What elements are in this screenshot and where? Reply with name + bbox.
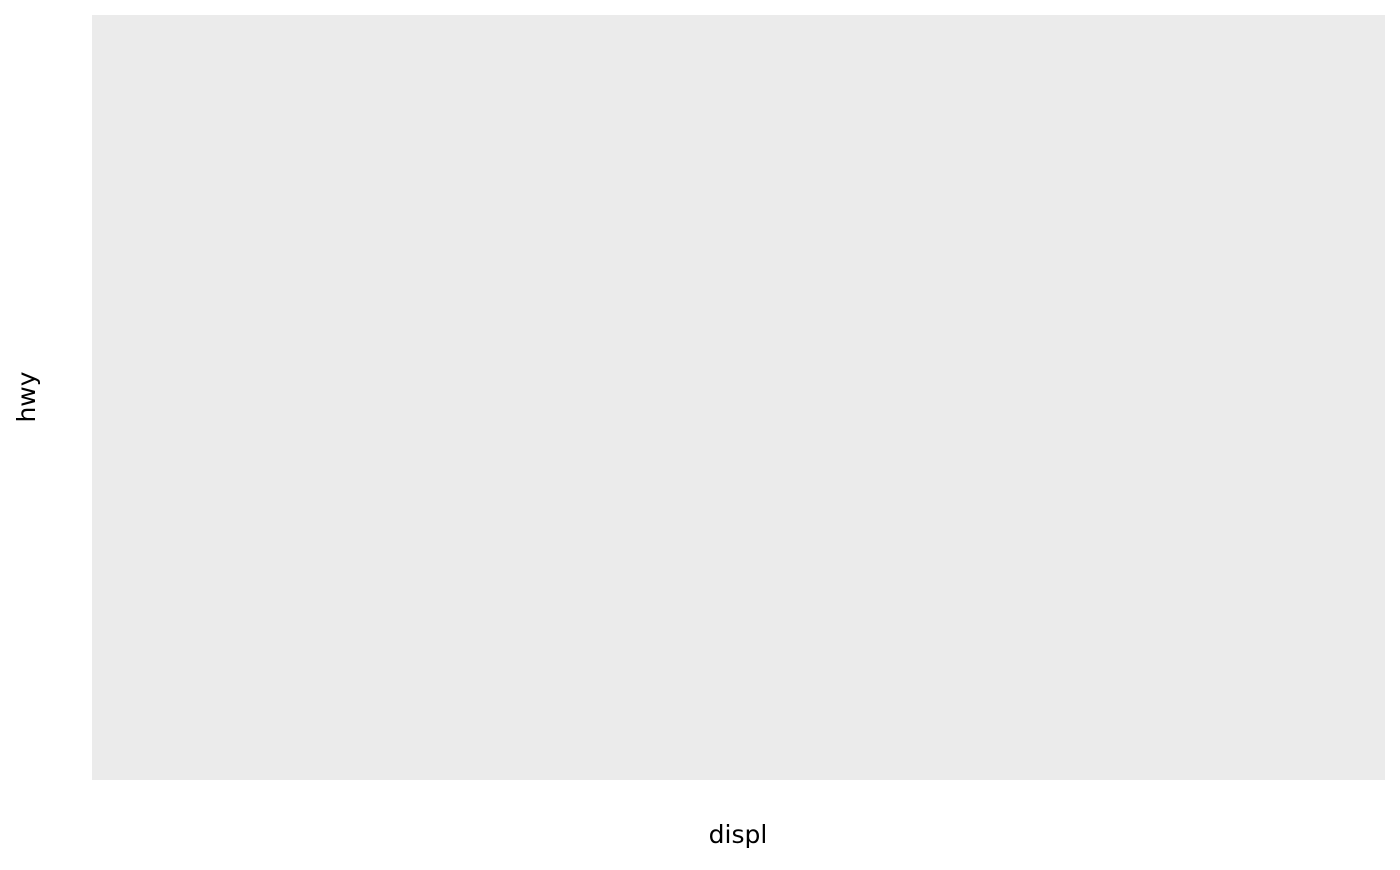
panel [92, 15, 1385, 780]
x-axis-title: displ [709, 820, 768, 849]
y-axis-title: hwy [12, 371, 41, 422]
